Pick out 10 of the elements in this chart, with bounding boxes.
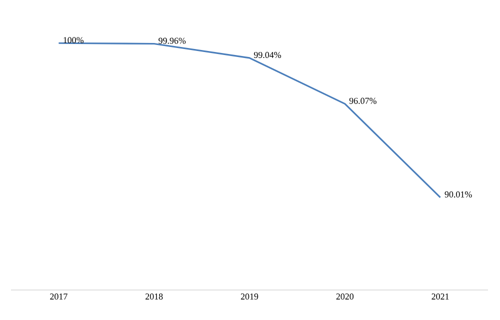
data-label: 99.04% bbox=[254, 52, 282, 58]
x-tick-label: 2019 bbox=[240, 294, 258, 300]
data-label: 90.01% bbox=[444, 191, 472, 198]
data-label: 99.96% bbox=[158, 38, 186, 44]
data-label: 96.07% bbox=[349, 98, 376, 104]
x-tick-label: 2018 bbox=[146, 294, 163, 300]
data-label: 100% bbox=[64, 37, 84, 44]
x-tick-label: 2021 bbox=[432, 294, 449, 300]
x-tick-label: 2020 bbox=[336, 294, 354, 300]
x-tick-label: 2017 bbox=[50, 294, 68, 300]
